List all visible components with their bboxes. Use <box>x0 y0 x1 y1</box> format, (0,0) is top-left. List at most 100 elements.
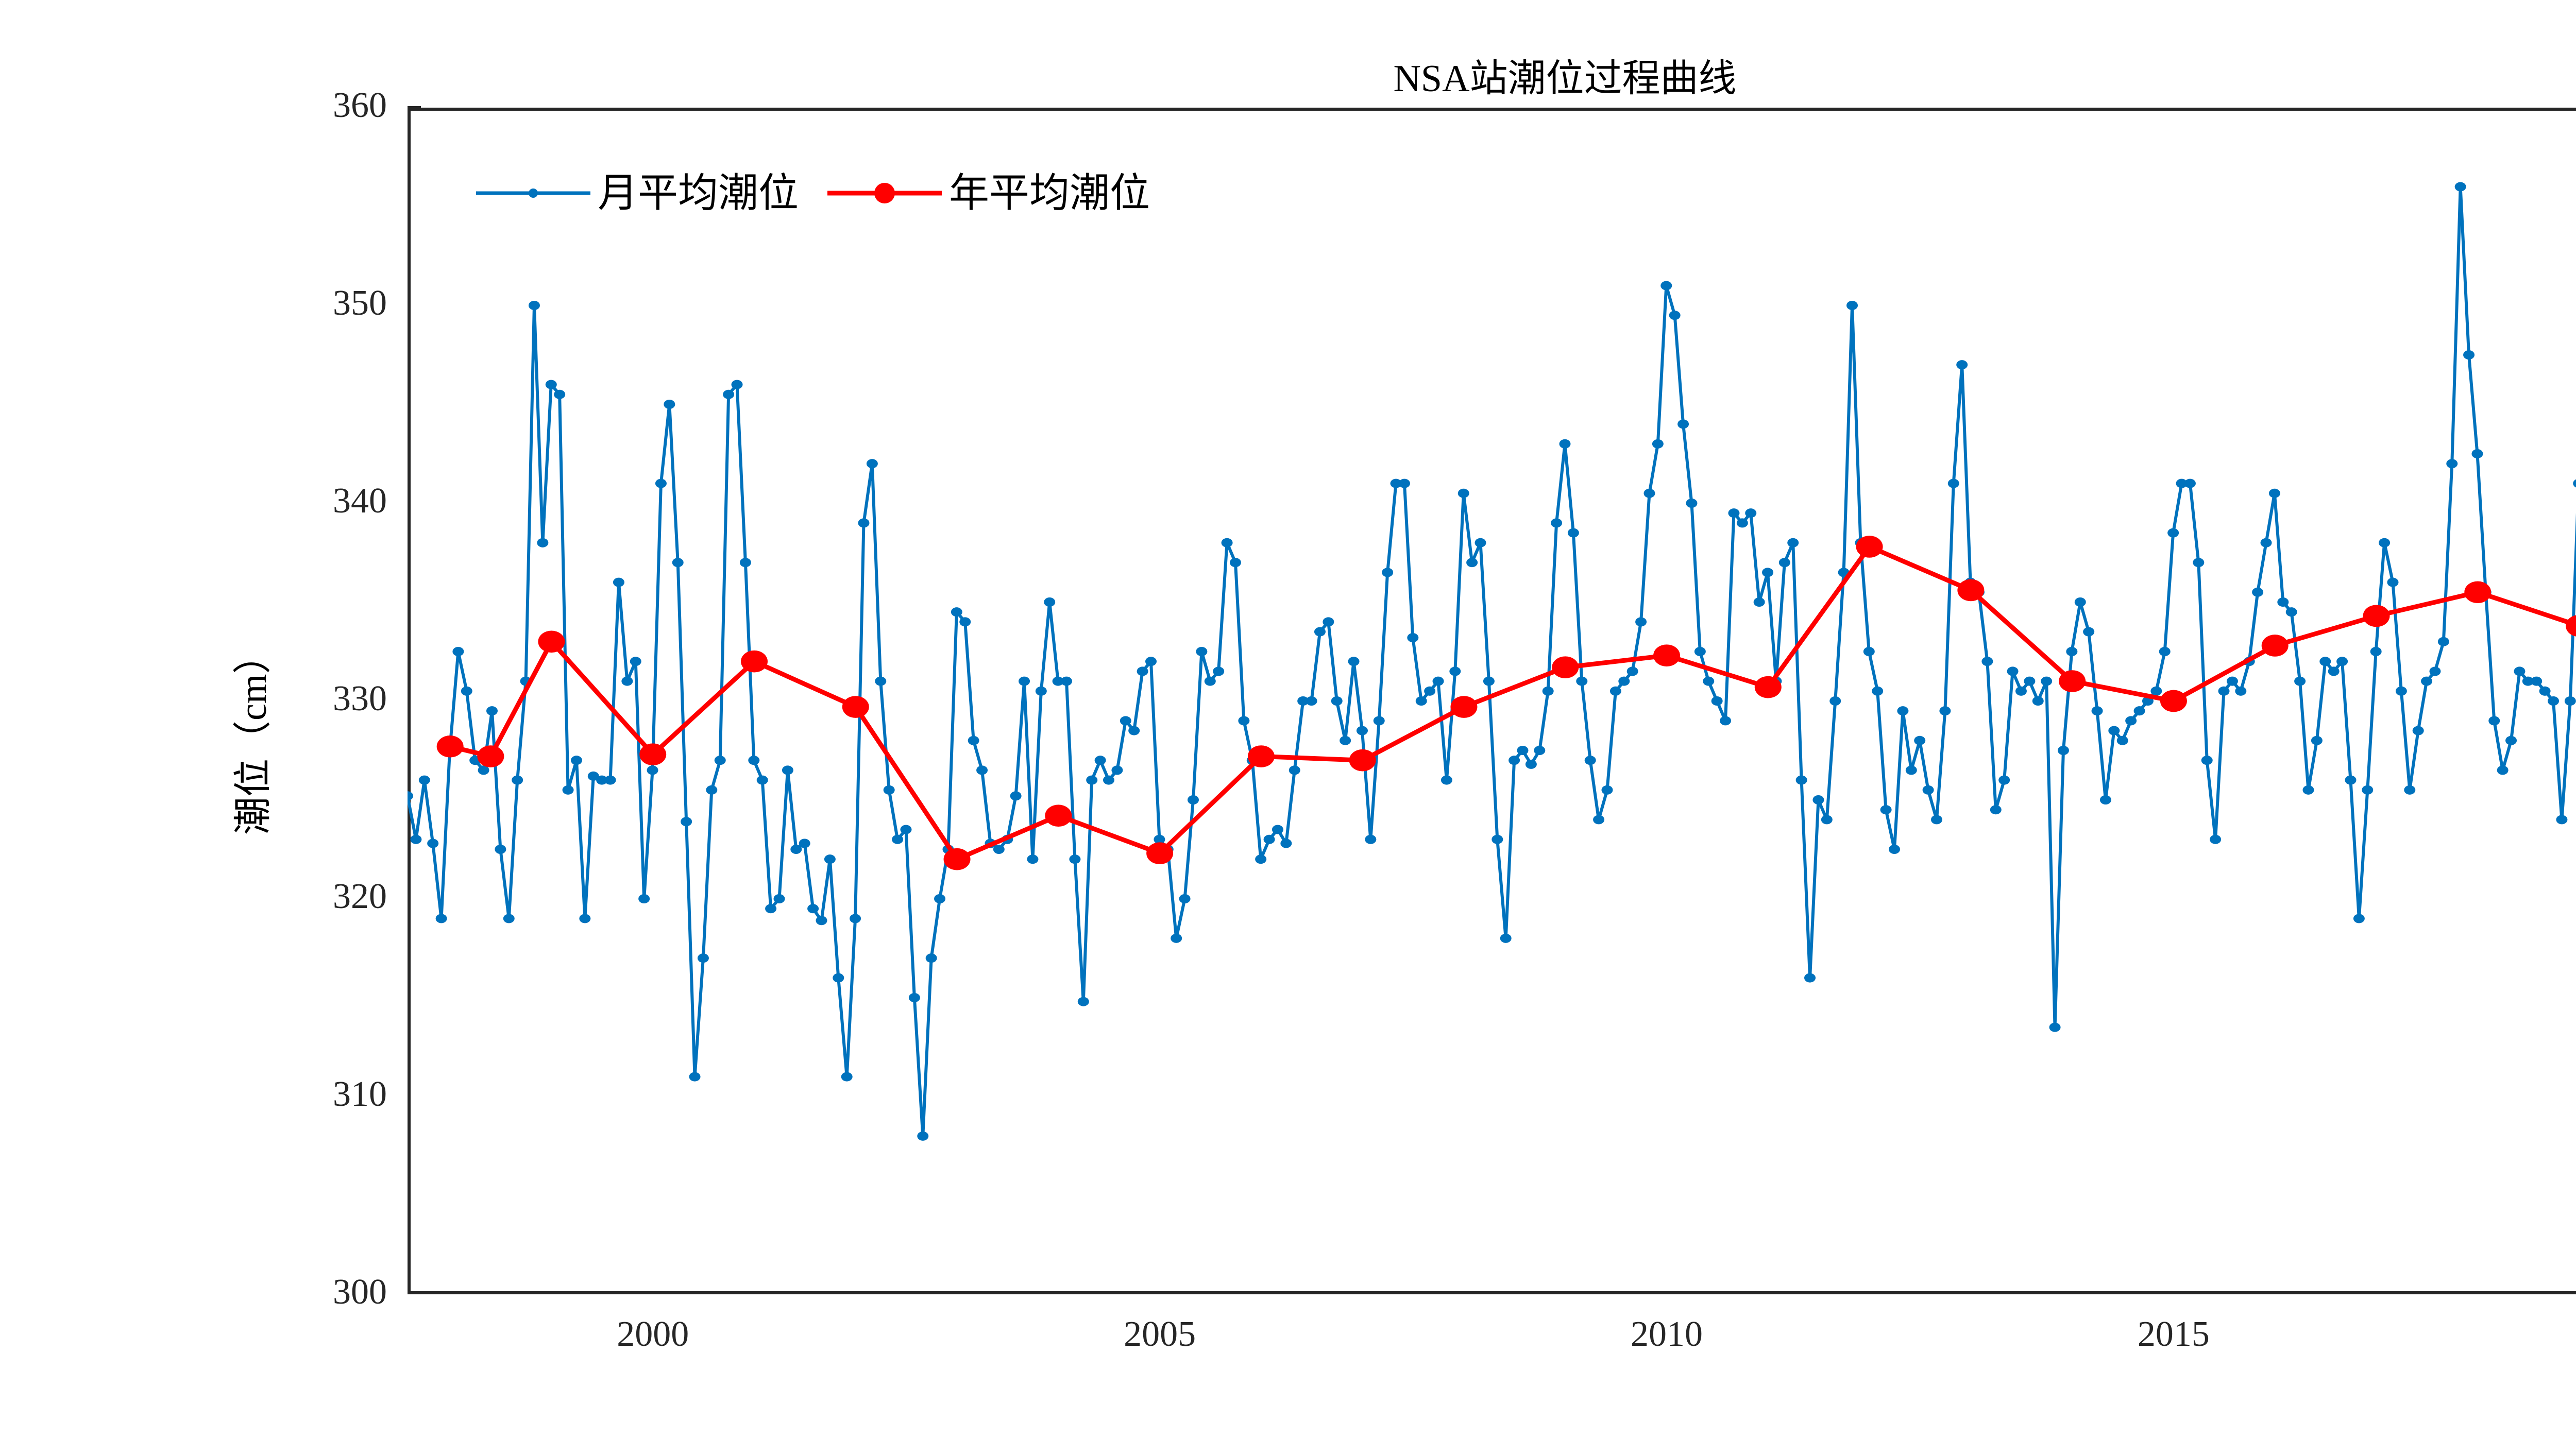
data-point-marker <box>799 838 810 848</box>
data-point-marker <box>2311 735 2323 745</box>
data-point-marker <box>1922 785 1934 795</box>
data-point-marker <box>2353 914 2365 923</box>
data-point-marker <box>2345 775 2357 785</box>
data-point-marker <box>1483 676 1495 686</box>
data-point-marker <box>1957 579 1985 602</box>
data-point-marker <box>1821 815 1833 825</box>
data-point-marker <box>976 765 988 775</box>
data-point-marker <box>1365 834 1377 844</box>
data-point-marker <box>1229 558 1241 568</box>
data-point-marker <box>1154 834 1165 844</box>
data-point-marker <box>2294 676 2306 686</box>
series-monthly-mean-tide <box>408 182 2576 1141</box>
data-point-marker <box>2261 635 2289 657</box>
data-point-marker <box>2285 607 2297 617</box>
chart-plot <box>408 182 2576 1141</box>
data-point-marker <box>1618 676 1630 686</box>
data-point-marker <box>748 756 760 765</box>
data-point-marker <box>1939 706 1951 716</box>
data-point-marker <box>1348 657 1360 666</box>
data-point-marker <box>1120 716 1131 726</box>
data-point-marker <box>1314 627 1326 637</box>
data-point-marker <box>2446 459 2458 469</box>
data-point-marker <box>1306 696 1317 706</box>
data-point-marker <box>1340 735 1351 745</box>
data-point-marker <box>2083 627 2095 637</box>
data-point-marker <box>1956 360 1968 370</box>
data-point-marker <box>2160 690 2187 712</box>
data-point-marker <box>2370 646 2382 657</box>
y-tick-label: 340 <box>333 481 387 521</box>
data-point-marker <box>461 686 472 696</box>
data-point-marker <box>2319 657 2331 666</box>
data-point-marker <box>1863 646 1875 657</box>
y-tick-label: 320 <box>333 877 387 916</box>
data-point-marker <box>2488 716 2500 726</box>
data-point-marker <box>410 834 422 844</box>
legend-item-annual[interactable]: 年平均潮位 <box>825 173 1177 213</box>
data-point-marker <box>495 844 506 854</box>
data-point-marker <box>639 743 667 766</box>
data-point-marker <box>1736 518 1748 528</box>
data-point-marker <box>1263 834 1275 844</box>
data-point-marker <box>2505 735 2517 745</box>
data-point-marker <box>841 1072 853 1082</box>
data-point-marker <box>1525 759 1537 769</box>
data-point-marker <box>1804 973 1816 983</box>
data-point-marker <box>1872 686 1884 696</box>
data-point-marker <box>1356 726 1368 735</box>
data-point-marker <box>2015 686 2027 696</box>
data-point-marker <box>2363 605 2390 627</box>
data-point-marker <box>2201 756 2213 765</box>
data-point-marker <box>2471 449 2483 459</box>
legend-item-monthly[interactable]: 月平均潮位 <box>474 173 825 213</box>
data-point-marker <box>925 953 937 963</box>
data-point-marker <box>579 914 591 923</box>
data-point-marker <box>1745 508 1757 518</box>
data-point-marker <box>1424 686 1436 696</box>
data-point-marker <box>2252 587 2264 597</box>
data-point-marker <box>1762 568 1774 577</box>
data-point-marker <box>875 676 887 686</box>
data-point-marker <box>1111 765 1123 775</box>
data-point-marker <box>452 646 464 657</box>
data-point-marker <box>943 848 971 870</box>
data-point-marker <box>1652 439 1664 449</box>
data-point-marker <box>1035 686 1047 696</box>
data-point-marker <box>681 817 692 827</box>
x-tick-label: 2015 <box>2137 1314 2210 1354</box>
data-point-marker <box>2041 676 2053 686</box>
data-point-marker <box>1880 805 1892 815</box>
data-point-marker <box>1171 933 1182 943</box>
data-point-marker <box>2437 637 2449 646</box>
data-point-marker <box>739 558 751 568</box>
data-point-marker <box>2531 676 2543 686</box>
data-point-marker <box>621 676 633 686</box>
data-point-marker <box>1728 508 1740 518</box>
data-point-marker <box>1787 538 1799 547</box>
data-point-marker <box>1061 676 1073 686</box>
data-point-marker <box>706 785 718 795</box>
data-point-marker <box>1552 656 1579 679</box>
data-point-marker <box>1990 805 2002 815</box>
data-point-marker <box>816 916 827 926</box>
data-point-marker <box>1255 854 1267 864</box>
data-point-marker <box>2167 528 2179 538</box>
data-point-marker <box>1635 617 1647 627</box>
data-point-marker <box>1812 795 1824 805</box>
data-point-marker <box>1272 825 1283 834</box>
data-point-marker <box>604 775 616 785</box>
data-point-marker <box>2522 676 2534 686</box>
data-point-marker <box>1947 478 1959 488</box>
data-point-marker <box>1897 706 1909 716</box>
data-point-marker <box>2379 538 2391 547</box>
data-point-marker <box>689 1072 701 1082</box>
data-point-marker <box>2395 686 2407 696</box>
data-point-marker <box>1567 528 1579 538</box>
data-point-marker <box>2108 726 2120 735</box>
data-point-marker <box>562 785 574 795</box>
data-point-marker <box>1509 756 1520 765</box>
data-point-marker <box>917 1131 929 1141</box>
data-point-marker <box>1432 676 1444 686</box>
data-point-marker <box>1331 696 1343 706</box>
